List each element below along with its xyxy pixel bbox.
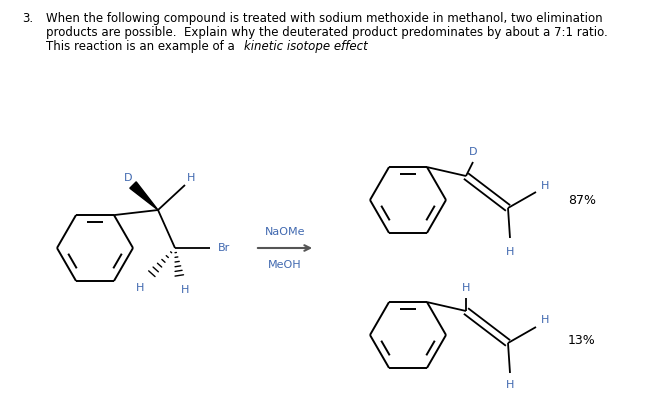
Polygon shape: [130, 182, 158, 210]
Text: H: H: [541, 315, 549, 325]
Text: H: H: [187, 173, 195, 183]
Text: H: H: [181, 285, 189, 295]
Text: H: H: [136, 283, 144, 293]
Text: D: D: [124, 173, 133, 183]
Text: products are possible.  Explain why the deuterated product predominates by about: products are possible. Explain why the d…: [46, 26, 607, 39]
Text: 13%: 13%: [568, 333, 596, 346]
Text: 87%: 87%: [568, 193, 596, 206]
Text: When the following compound is treated with sodium methoxide in methanol, two el: When the following compound is treated w…: [46, 12, 603, 25]
Text: D: D: [469, 147, 478, 157]
Text: MeOH: MeOH: [268, 260, 302, 270]
Text: Br: Br: [218, 243, 230, 253]
Text: H: H: [506, 380, 514, 390]
Text: NaOMe: NaOMe: [265, 227, 305, 237]
Text: H: H: [541, 181, 549, 191]
Text: H: H: [462, 283, 470, 293]
Text: This reaction is an example of a: This reaction is an example of a: [46, 40, 239, 53]
Text: kinetic isotope effect: kinetic isotope effect: [244, 40, 368, 53]
Text: .: .: [340, 40, 344, 53]
Text: H: H: [506, 247, 514, 257]
Text: 3.: 3.: [22, 12, 33, 25]
